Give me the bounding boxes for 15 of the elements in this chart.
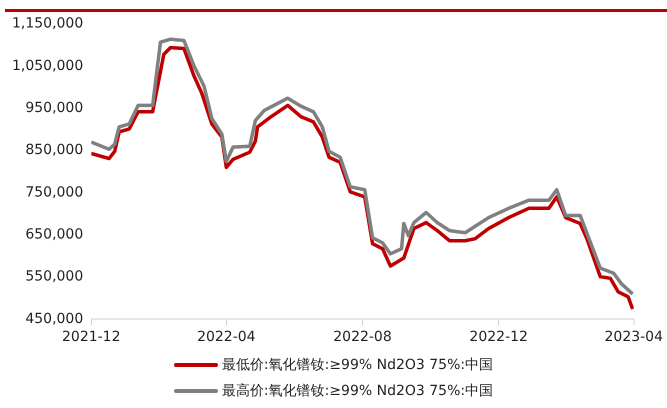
legend-label: 最低价:氧化镨钕:≥99% Nd2O3 75%:中国	[222, 356, 494, 374]
x-tick-label: 2023-04	[604, 329, 664, 346]
x-tick-label: 2022-04	[197, 329, 256, 346]
y-tick-label: 650,000	[25, 226, 84, 242]
y-tick-label: 1,150,000	[12, 16, 84, 32]
y-tick-label: 550,000	[25, 268, 84, 285]
x-tick-label: 2022-08	[333, 329, 392, 346]
y-tick-label: 750,000	[25, 184, 84, 200]
x-tick-label: 2021-12	[62, 329, 120, 346]
y-tick-label: 1,050,000	[12, 58, 84, 74]
y-tick-label: 450,000	[25, 310, 84, 327]
x-tick-label: 2022-12	[469, 329, 528, 346]
y-tick-label: 950,000	[25, 100, 84, 116]
y-tick-label: 850,000	[25, 142, 84, 158]
legend-label: 最高价:氧化镨钕:≥99% Nd2O3 75%:中国	[222, 382, 494, 400]
